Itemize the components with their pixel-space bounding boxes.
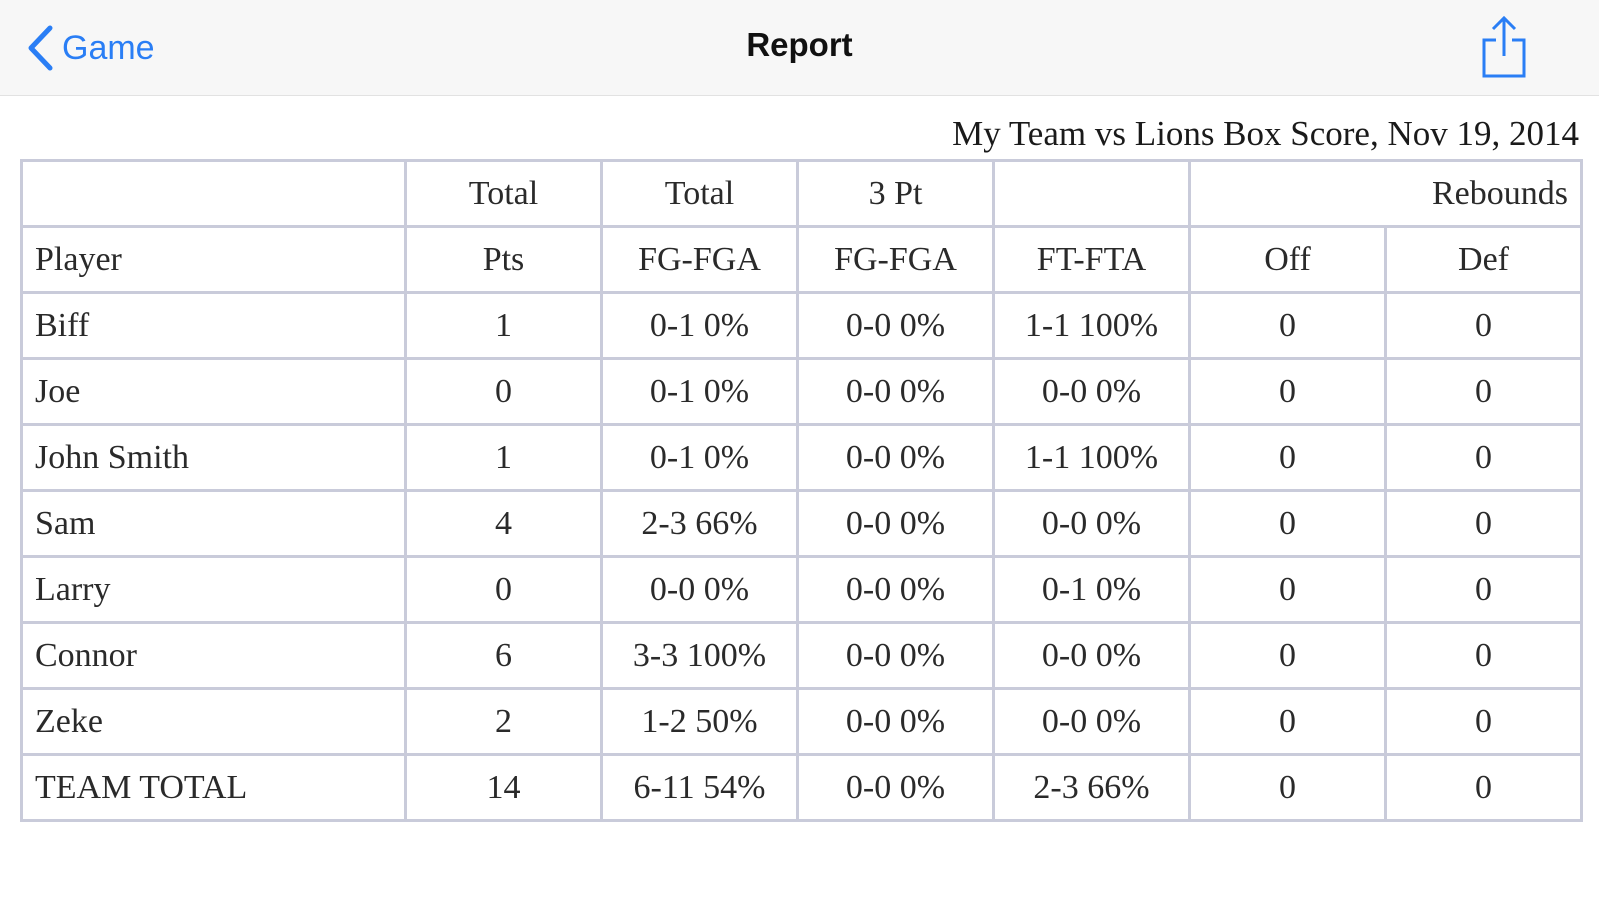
defensive-rebounds-cell: 0 bbox=[1384, 357, 1583, 426]
points-cell: 1 bbox=[404, 423, 603, 492]
navigation-bar: Game Report bbox=[0, 0, 1599, 96]
back-button-label: Game bbox=[62, 28, 155, 67]
page-title: Report bbox=[746, 26, 853, 63]
header-cell-3pt: 3 Pt bbox=[796, 159, 995, 228]
header-cell-rebounds: Rebounds bbox=[1188, 159, 1583, 228]
three-point-cell: 0-0 0% bbox=[796, 489, 995, 558]
free-throw-cell: 1-1 100% bbox=[992, 423, 1191, 492]
three-point-cell: 0-0 0% bbox=[796, 555, 995, 624]
box-score-table: Total Total 3 Pt Rebounds Player Pts FG-… bbox=[20, 159, 1583, 822]
field-goal-cell: 6-11 54% bbox=[600, 753, 799, 822]
report-caption: My Team vs Lions Box Score, Nov 19, 2014 bbox=[952, 114, 1579, 153]
table-row: Biff 1 0-1 0% 0-0 0% 1-1 100% 0 0 bbox=[20, 291, 1583, 360]
column-header-3pt-fg: FG-FGA bbox=[796, 225, 995, 294]
free-throw-cell: 1-1 100% bbox=[992, 291, 1191, 360]
free-throw-cell: 2-3 66% bbox=[992, 753, 1191, 822]
table-row: Joe 0 0-1 0% 0-0 0% 0-0 0% 0 0 bbox=[20, 357, 1583, 426]
header-cell-ft-blank bbox=[992, 159, 1191, 228]
points-cell: 4 bbox=[404, 489, 603, 558]
offensive-rebounds-cell: 0 bbox=[1188, 555, 1387, 624]
three-point-cell: 0-0 0% bbox=[796, 621, 995, 690]
defensive-rebounds-cell: 0 bbox=[1384, 621, 1583, 690]
points-cell: 6 bbox=[404, 621, 603, 690]
field-goal-cell: 3-3 100% bbox=[600, 621, 799, 690]
points-cell: 14 bbox=[404, 753, 603, 822]
table-row: Zeke 2 1-2 50% 0-0 0% 0-0 0% 0 0 bbox=[20, 687, 1583, 756]
header-row-group: Total Total 3 Pt Rebounds bbox=[20, 159, 1583, 228]
free-throw-cell: 0-0 0% bbox=[992, 621, 1191, 690]
chevron-left-icon bbox=[26, 25, 54, 71]
player-name-cell: John Smith bbox=[20, 423, 407, 492]
player-name-cell: Larry bbox=[20, 555, 407, 624]
offensive-rebounds-cell: 0 bbox=[1188, 291, 1387, 360]
header-row-columns: Player Pts FG-FGA FG-FGA FT-FTA Off Def bbox=[20, 225, 1583, 294]
player-name-cell: Connor bbox=[20, 621, 407, 690]
field-goal-cell: 0-1 0% bbox=[600, 291, 799, 360]
column-header-def: Def bbox=[1384, 225, 1583, 294]
player-name-cell: Sam bbox=[20, 489, 407, 558]
free-throw-cell: 0-0 0% bbox=[992, 489, 1191, 558]
offensive-rebounds-cell: 0 bbox=[1188, 489, 1387, 558]
three-point-cell: 0-0 0% bbox=[796, 291, 995, 360]
points-cell: 1 bbox=[404, 291, 603, 360]
field-goal-cell: 0-0 0% bbox=[600, 555, 799, 624]
field-goal-cell: 1-2 50% bbox=[600, 687, 799, 756]
free-throw-cell: 0-0 0% bbox=[992, 687, 1191, 756]
header-cell-total-pts: Total bbox=[404, 159, 603, 228]
offensive-rebounds-cell: 0 bbox=[1188, 357, 1387, 426]
table-row: Larry 0 0-0 0% 0-0 0% 0-1 0% 0 0 bbox=[20, 555, 1583, 624]
three-point-cell: 0-0 0% bbox=[796, 423, 995, 492]
header-cell-blank bbox=[20, 159, 407, 228]
three-point-cell: 0-0 0% bbox=[796, 357, 995, 426]
player-name-cell: Joe bbox=[20, 357, 407, 426]
defensive-rebounds-cell: 0 bbox=[1384, 489, 1583, 558]
column-header-fg: FG-FGA bbox=[600, 225, 799, 294]
share-button[interactable] bbox=[1478, 14, 1530, 80]
table-row: John Smith 1 0-1 0% 0-0 0% 1-1 100% 0 0 bbox=[20, 423, 1583, 492]
defensive-rebounds-cell: 0 bbox=[1384, 687, 1583, 756]
table-row: Connor 6 3-3 100% 0-0 0% 0-0 0% 0 0 bbox=[20, 621, 1583, 690]
free-throw-cell: 0-1 0% bbox=[992, 555, 1191, 624]
player-name-cell: Biff bbox=[20, 291, 407, 360]
free-throw-cell: 0-0 0% bbox=[992, 357, 1191, 426]
three-point-cell: 0-0 0% bbox=[796, 687, 995, 756]
three-point-cell: 0-0 0% bbox=[796, 753, 995, 822]
player-name-cell: Zeke bbox=[20, 687, 407, 756]
share-icon bbox=[1478, 14, 1530, 80]
player-name-cell: TEAM TOTAL bbox=[20, 753, 407, 822]
field-goal-cell: 2-3 66% bbox=[600, 489, 799, 558]
column-header-ft: FT-FTA bbox=[992, 225, 1191, 294]
points-cell: 0 bbox=[404, 555, 603, 624]
column-header-player: Player bbox=[20, 225, 407, 294]
back-button[interactable]: Game bbox=[26, 22, 155, 74]
column-header-pts: Pts bbox=[404, 225, 603, 294]
offensive-rebounds-cell: 0 bbox=[1188, 753, 1387, 822]
field-goal-cell: 0-1 0% bbox=[600, 423, 799, 492]
offensive-rebounds-cell: 0 bbox=[1188, 621, 1387, 690]
defensive-rebounds-cell: 0 bbox=[1384, 555, 1583, 624]
defensive-rebounds-cell: 0 bbox=[1384, 423, 1583, 492]
header-cell-total-fg: Total bbox=[600, 159, 799, 228]
defensive-rebounds-cell: 0 bbox=[1384, 753, 1583, 822]
points-cell: 0 bbox=[404, 357, 603, 426]
points-cell: 2 bbox=[404, 687, 603, 756]
offensive-rebounds-cell: 0 bbox=[1188, 687, 1387, 756]
offensive-rebounds-cell: 0 bbox=[1188, 423, 1387, 492]
column-header-off: Off bbox=[1188, 225, 1387, 294]
table-row: Sam 4 2-3 66% 0-0 0% 0-0 0% 0 0 bbox=[20, 489, 1583, 558]
team-total-row: TEAM TOTAL 14 6-11 54% 0-0 0% 2-3 66% 0 0 bbox=[20, 753, 1583, 822]
field-goal-cell: 0-1 0% bbox=[600, 357, 799, 426]
defensive-rebounds-cell: 0 bbox=[1384, 291, 1583, 360]
